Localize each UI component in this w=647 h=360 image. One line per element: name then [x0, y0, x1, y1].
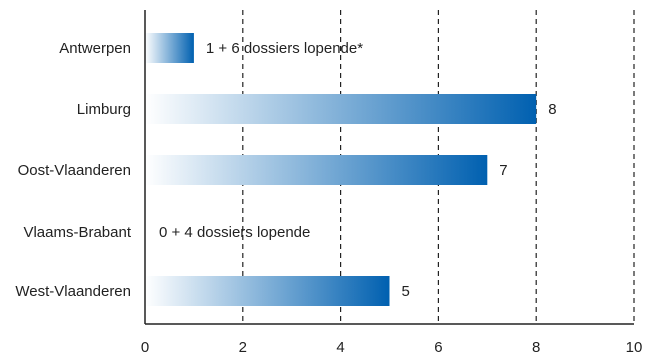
category-label-west-vlaanderen: West-Vlaanderen: [15, 283, 131, 300]
category-label-oost-vlaanderen: Oost-Vlaanderen: [18, 162, 131, 179]
bar-antwerpen: [145, 33, 194, 63]
bar-oost-vlaanderen: [145, 155, 488, 185]
x-tick-label-6: 6: [434, 339, 442, 356]
bar-limburg: [145, 94, 537, 124]
bars: [145, 33, 537, 306]
category-label-antwerpen: Antwerpen: [59, 40, 131, 57]
x-tick-label-0: 0: [141, 339, 149, 356]
category-label-limburg: Limburg: [77, 101, 131, 118]
axes: [144, 10, 634, 325]
data-label-limburg: 8: [548, 101, 556, 118]
x-tick-label-2: 2: [239, 339, 247, 356]
x-tick-label-8: 8: [532, 339, 540, 356]
data-label-west-vlaanderen: 5: [402, 283, 410, 300]
category-label-vlaams-brabant: Vlaams-Brabant: [23, 224, 131, 241]
bar-west-vlaanderen: [145, 276, 390, 306]
x-tick-label-10: 10: [626, 339, 643, 356]
labels: 0 2 4 6 8 10 Antwerpen 1 + 6 dossiers lopende* L…: [15, 40, 642, 356]
x-tick-label-4: 4: [336, 339, 344, 356]
data-label-antwerpen: 1 + 6 dossiers lopende*: [206, 40, 363, 57]
data-label-oost-vlaanderen: 7: [499, 162, 507, 179]
data-label-vlaams-brabant: 0 + 4 dossiers lopende: [159, 224, 310, 241]
